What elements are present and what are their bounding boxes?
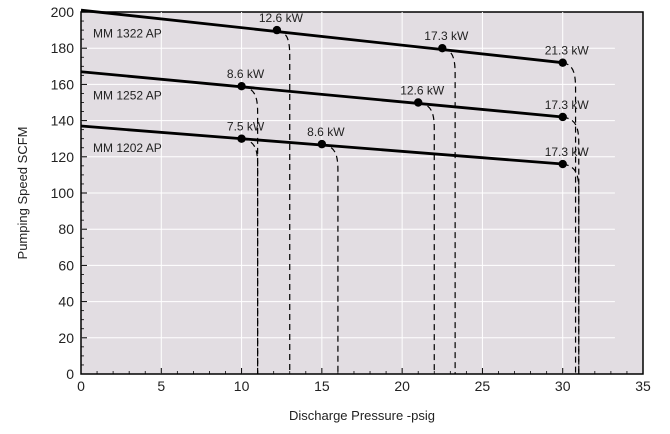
kw-point (272, 25, 282, 35)
kw-point (558, 159, 567, 169)
y-tick-label: 180 (51, 40, 75, 56)
kw-label: 17.3 kW (545, 98, 590, 112)
x-tick-label: 5 (157, 378, 165, 394)
kw-label: 8.6 kW (307, 125, 345, 139)
kw-point (414, 98, 423, 107)
series-line (80, 8, 563, 65)
y-tick-label: 200 (51, 4, 75, 20)
x-tick-label: 15 (314, 378, 330, 394)
x-tick-label: 10 (234, 378, 250, 394)
y-tick-label: 20 (58, 330, 74, 346)
series-line (80, 70, 563, 119)
x-tick-label: 20 (394, 378, 410, 394)
x-tick-label: 25 (475, 378, 491, 394)
kw-label: 12.6 kW (259, 11, 304, 25)
kw-point (237, 82, 246, 91)
y-axis-title: Pumping Speed SCFM (15, 127, 30, 260)
kw-point (438, 44, 447, 53)
x-axis-title: Discharge Pressure -psig (289, 408, 435, 423)
kw-label: 17.3 kW (424, 29, 469, 43)
kw-point (237, 134, 246, 143)
kw-label: 8.6 kW (227, 67, 265, 81)
y-tick-label: 140 (51, 113, 75, 129)
y-tick-label: 80 (58, 221, 74, 237)
x-axis-ticks: 0 5 10 15 20 25 30 35 (77, 368, 651, 394)
kw-points (237, 25, 567, 169)
series-label: MM 1252 AP (93, 88, 162, 102)
series-label: MM 1202 AP (93, 141, 162, 155)
x-tick-label: 35 (635, 378, 651, 394)
x-tick-label: 0 (77, 378, 85, 394)
grid (81, 12, 615, 374)
kw-label: 21.3 kW (545, 44, 590, 58)
kw-label: 7.5 kW (227, 120, 265, 134)
kw-label: 12.6 kW (400, 84, 445, 98)
y-tick-label: 40 (58, 294, 74, 310)
y-tick-label: 120 (51, 149, 75, 165)
x-tick-label: 30 (555, 378, 571, 394)
y-tick-label: 0 (66, 366, 74, 382)
series-label: MM 1322 AP (93, 27, 162, 41)
kw-point (317, 139, 327, 149)
kw-point (558, 58, 567, 67)
y-axis-ticks: 0 20 40 60 80 100 120 140 160 180 200 (51, 4, 87, 382)
y-tick-label: 160 (51, 76, 75, 92)
kw-point (558, 112, 567, 122)
y-tick-label: 60 (58, 257, 74, 273)
kw-label: 17.3 kW (545, 145, 590, 159)
labels: MM 1322 AP 12.6 kW 17.3 kW 21.3 kW MM 1252 A… (93, 11, 589, 159)
y-tick-label: 100 (51, 185, 75, 201)
